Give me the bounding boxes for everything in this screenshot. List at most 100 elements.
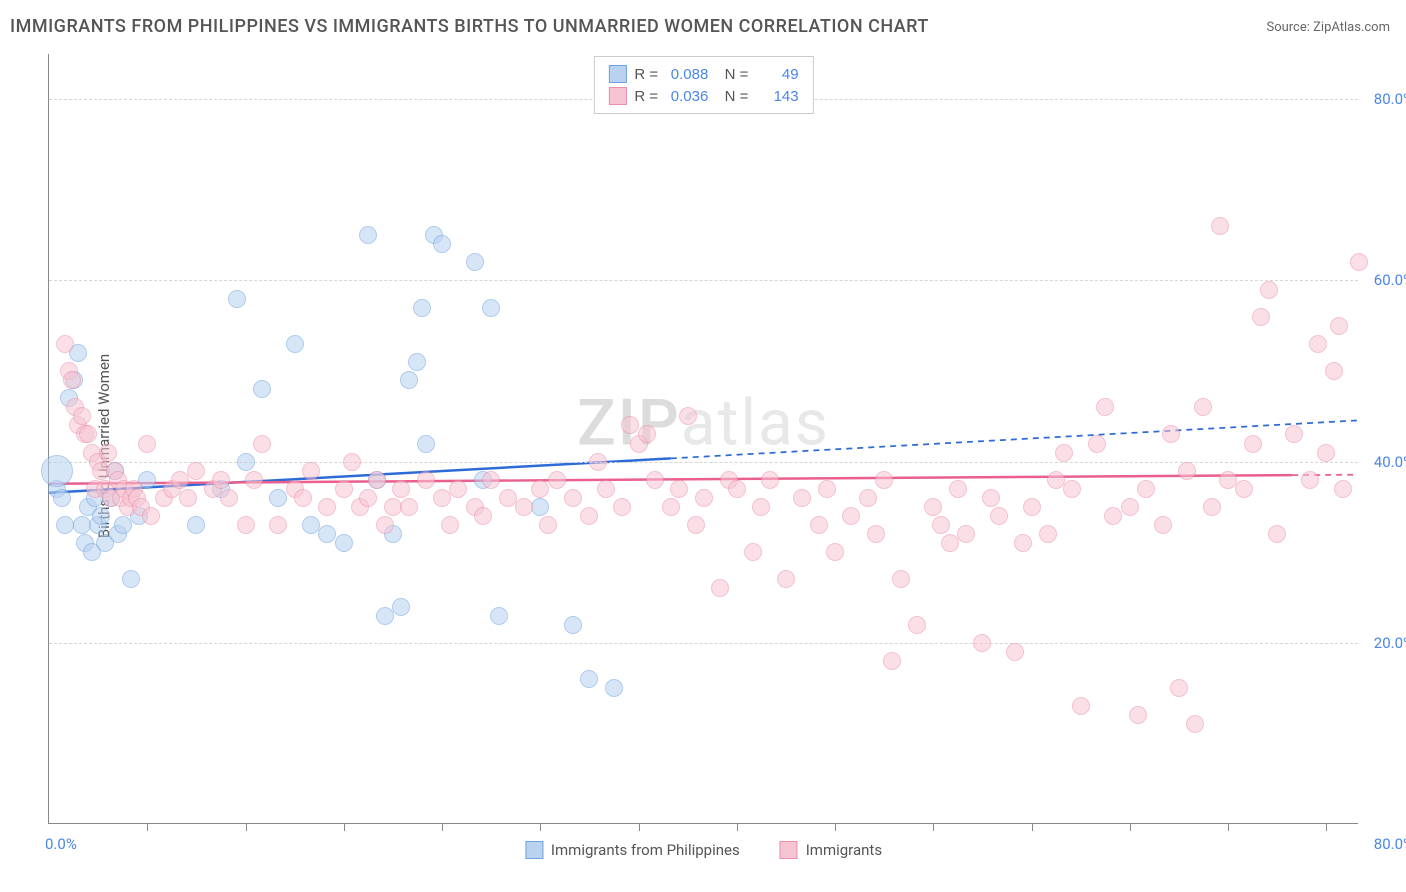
ytick-label: 40.0% xyxy=(1374,453,1406,471)
data-point-immigrants xyxy=(1023,498,1041,516)
data-point-immigrants xyxy=(1252,308,1270,326)
data-point-immigrants xyxy=(949,480,967,498)
correlation-legend: R = 0.088 N = 49 R = 0.036 N = 143 xyxy=(593,56,813,114)
series-legend: Immigrants from Philippines Immigrants xyxy=(525,841,882,859)
data-point-immigrants xyxy=(1088,435,1106,453)
data-point-philippines xyxy=(466,253,484,271)
data-point-immigrants xyxy=(1121,498,1139,516)
series-label-1: Immigrants from Philippines xyxy=(551,841,740,859)
data-point-immigrants xyxy=(294,489,312,507)
data-point-immigrants xyxy=(187,462,205,480)
data-point-philippines xyxy=(318,525,336,543)
data-point-immigrants xyxy=(941,534,959,552)
r-value-2: 0.036 xyxy=(662,88,708,105)
data-point-immigrants xyxy=(548,471,566,489)
data-point-immigrants xyxy=(245,471,263,489)
data-point-immigrants xyxy=(761,471,779,489)
data-point-immigrants xyxy=(56,335,74,353)
legend-row-philippines: R = 0.088 N = 49 xyxy=(608,63,798,85)
r-value-1: 0.088 xyxy=(662,66,708,83)
xtick xyxy=(1326,823,1327,831)
data-point-immigrants xyxy=(842,507,860,525)
legend-item-immigrants: Immigrants xyxy=(780,841,882,859)
data-point-immigrants xyxy=(433,489,451,507)
data-point-immigrants xyxy=(752,498,770,516)
data-point-immigrants xyxy=(482,471,500,489)
data-point-immigrants xyxy=(368,471,386,489)
data-point-philippines xyxy=(286,335,304,353)
data-point-immigrants xyxy=(679,407,697,425)
data-point-philippines xyxy=(392,598,410,616)
watermark-atlas: atlas xyxy=(681,386,830,461)
xtick xyxy=(1130,823,1131,831)
xtick xyxy=(737,823,738,831)
data-point-immigrants xyxy=(973,634,991,652)
series-label-2: Immigrants xyxy=(806,841,882,859)
data-point-immigrants xyxy=(589,453,607,471)
data-point-immigrants xyxy=(359,489,377,507)
data-point-immigrants xyxy=(1350,253,1368,271)
data-point-immigrants xyxy=(138,435,156,453)
data-point-immigrants xyxy=(932,516,950,534)
data-point-philippines xyxy=(302,516,320,534)
data-point-immigrants xyxy=(1203,498,1221,516)
data-point-philippines xyxy=(531,498,549,516)
data-point-immigrants xyxy=(826,543,844,561)
data-point-immigrants xyxy=(1219,471,1237,489)
data-point-immigrants xyxy=(867,525,885,543)
data-point-immigrants xyxy=(990,507,1008,525)
data-point-philippines xyxy=(92,507,110,525)
data-point-immigrants xyxy=(1063,480,1081,498)
data-point-immigrants xyxy=(1235,480,1253,498)
data-point-immigrants xyxy=(269,516,287,534)
data-point-immigrants xyxy=(531,480,549,498)
data-point-immigrants xyxy=(613,498,631,516)
data-point-immigrants xyxy=(1072,697,1090,715)
swatch-immigrants xyxy=(780,841,798,859)
swatch-philippines xyxy=(608,65,626,83)
data-point-immigrants xyxy=(1301,471,1319,489)
data-point-immigrants xyxy=(924,498,942,516)
data-point-immigrants xyxy=(1317,444,1335,462)
data-point-immigrants xyxy=(1309,335,1327,353)
xtick xyxy=(933,823,934,831)
data-point-immigrants xyxy=(1194,398,1212,416)
data-point-philippines xyxy=(187,516,205,534)
data-point-philippines xyxy=(580,670,598,688)
xtick xyxy=(246,823,247,831)
data-point-immigrants xyxy=(474,507,492,525)
data-point-immigrants xyxy=(1178,462,1196,480)
data-point-immigrants xyxy=(728,480,746,498)
xtick xyxy=(835,823,836,831)
trend-lines xyxy=(49,54,1358,823)
data-point-immigrants xyxy=(687,516,705,534)
data-point-philippines xyxy=(269,489,287,507)
data-point-philippines xyxy=(376,607,394,625)
data-point-immigrants xyxy=(1104,507,1122,525)
data-point-immigrants xyxy=(744,543,762,561)
data-point-philippines xyxy=(482,299,500,317)
data-point-philippines xyxy=(228,290,246,308)
data-point-philippines xyxy=(433,235,451,253)
data-point-immigrants xyxy=(515,498,533,516)
data-point-immigrants xyxy=(875,471,893,489)
data-point-philippines xyxy=(253,380,271,398)
data-point-immigrants xyxy=(793,489,811,507)
data-point-immigrants xyxy=(212,471,230,489)
data-point-immigrants xyxy=(621,416,639,434)
xtick xyxy=(442,823,443,831)
data-point-large xyxy=(41,455,73,487)
data-point-immigrants xyxy=(302,462,320,480)
data-point-immigrants xyxy=(957,525,975,543)
data-point-immigrants xyxy=(670,480,688,498)
data-point-philippines xyxy=(490,607,508,625)
data-point-immigrants xyxy=(343,453,361,471)
data-point-immigrants xyxy=(417,471,435,489)
data-point-immigrants xyxy=(142,507,160,525)
source-label: Source: ZipAtlas.com xyxy=(1266,20,1390,35)
data-point-immigrants xyxy=(777,570,795,588)
data-point-immigrants xyxy=(400,498,418,516)
n-label: N = 49 xyxy=(716,66,798,83)
data-point-philippines xyxy=(564,616,582,634)
data-point-immigrants xyxy=(499,489,517,507)
